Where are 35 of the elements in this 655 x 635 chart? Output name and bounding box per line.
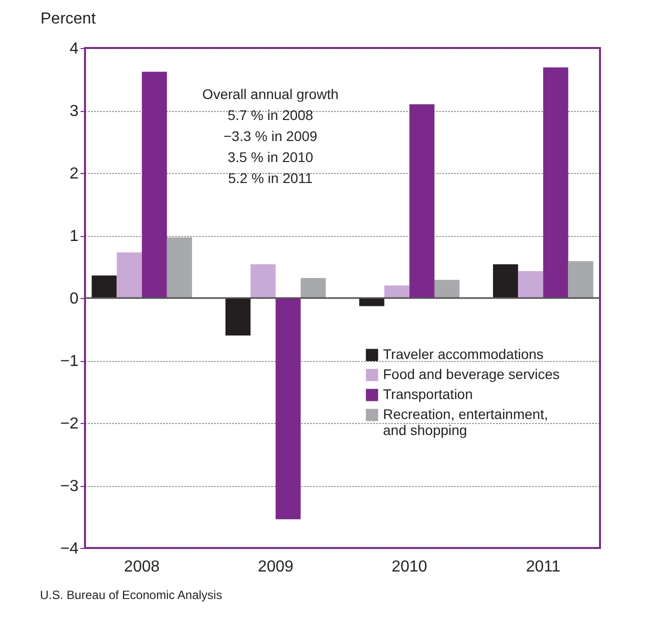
legend-label: Transportation: [383, 386, 473, 402]
legend-label: Food and beverage services: [383, 366, 560, 382]
y-tick-label: 1: [70, 228, 79, 245]
x-tick-label: 2011: [526, 558, 560, 576]
bar: [142, 72, 167, 298]
bar: [434, 280, 460, 298]
annotation: Overall annual growth 5.7 % in 2008 −3.3 % in 2009 3.5 % in 2010 5.2 % in 2011: [202, 86, 338, 186]
y-tick-label: −3: [60, 478, 79, 495]
x-tick-label: 2010: [392, 558, 428, 576]
bar: [276, 298, 301, 520]
legend-label: Traveler accommodations: [383, 346, 544, 362]
y-tick-label: −4: [60, 540, 79, 558]
bar: [225, 298, 251, 336]
bar: [116, 252, 142, 298]
y-tick-label: 2: [70, 166, 79, 182]
y-tick-label: 4: [70, 40, 79, 58]
bar: [518, 271, 544, 298]
bar: [409, 104, 434, 298]
y-tick-label: 3: [70, 103, 79, 120]
y-tick-label: −1: [60, 353, 79, 370]
y-tick-label: −2: [60, 416, 79, 432]
bar: [568, 261, 594, 298]
bar: [92, 276, 117, 298]
bar: [300, 278, 326, 298]
x-tick-label: 2008: [124, 558, 160, 576]
bar: [250, 264, 276, 298]
legend-label: Recreation, entertainment, and shopping: [383, 406, 548, 438]
x-tick-label: 2009: [258, 558, 294, 576]
bar: [166, 237, 192, 298]
y-axis-title: Percent: [40, 10, 96, 28]
bar: [384, 286, 410, 298]
bar: [492, 264, 518, 298]
y-tick-label: 0: [70, 290, 79, 308]
bar: [543, 67, 568, 298]
text: U.S. Bureau of Economic Analysis: [40, 588, 222, 602]
